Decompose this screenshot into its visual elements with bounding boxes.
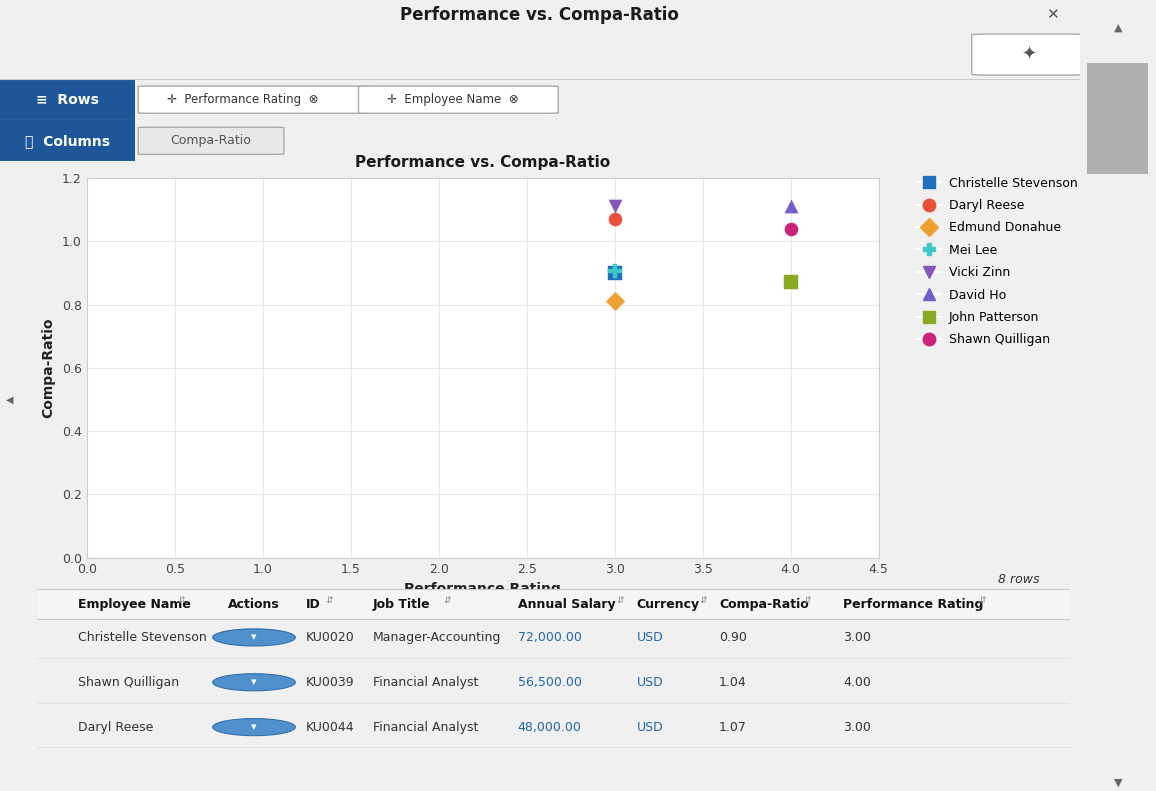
Text: KU0044: KU0044 [305,721,355,733]
Text: ⇵: ⇵ [699,596,707,604]
Bar [0,120,135,161]
Text: ✛  Performance Rating  ⊗: ✛ Performance Rating ⊗ [168,93,319,106]
Point [606,200,624,213]
Text: ▾: ▾ [251,677,257,687]
Text: ▾: ▾ [251,633,257,642]
FancyBboxPatch shape [358,86,558,113]
FancyBboxPatch shape [139,127,284,154]
Text: Manager-Accounting: Manager-Accounting [373,631,502,644]
Text: ⇵: ⇵ [803,596,812,604]
Text: Daryl Reese: Daryl Reese [79,721,154,733]
FancyBboxPatch shape [139,86,370,113]
Text: 56,500.00: 56,500.00 [518,676,581,689]
Text: USD: USD [637,676,664,689]
Text: Job Title: Job Title [373,598,430,611]
Text: Shawn Quilligan: Shawn Quilligan [79,676,179,689]
Text: 72,000.00: 72,000.00 [518,631,581,644]
Text: Performance vs. Compa-Ratio: Performance vs. Compa-Ratio [400,6,680,24]
Text: Performance Rating: Performance Rating [843,598,984,611]
Text: KU0039: KU0039 [305,676,355,689]
Text: ⇵: ⇵ [978,596,986,604]
Text: ✛  Employee Name  ⊗: ✛ Employee Name ⊗ [386,93,518,106]
Text: ≡  Rows: ≡ Rows [36,93,99,107]
Circle shape [213,629,296,646]
Text: ✦: ✦ [1021,46,1036,63]
Text: 1.04: 1.04 [719,676,747,689]
Text: ID: ID [305,598,320,611]
Point [781,276,800,289]
Text: Annual Salary: Annual Salary [518,598,615,611]
Text: 3.00: 3.00 [843,631,870,644]
Point [606,213,624,225]
Bar [37,589,1070,619]
Bar [0,79,135,120]
Text: Actions: Actions [228,598,280,611]
Text: 0.90: 0.90 [719,631,747,644]
Text: Financial Analyst: Financial Analyst [373,676,479,689]
Circle shape [213,674,296,691]
Text: ▼: ▼ [1113,778,1122,788]
Text: Compa-Ratio: Compa-Ratio [719,598,809,611]
Text: Financial Analyst: Financial Analyst [373,721,479,733]
Text: ⇵: ⇵ [178,596,185,604]
Text: ✕: ✕ [1046,8,1059,22]
Bar [1088,63,1148,174]
X-axis label: Performance Rating: Performance Rating [405,582,561,596]
Circle shape [213,718,296,736]
Legend: Christelle Stevenson, Daryl Reese, Edmund Donahue, Mei Lee, Vicki Zinn, David Ho: Christelle Stevenson, Daryl Reese, Edmun… [917,176,1077,346]
Point [606,295,624,308]
Text: ▾: ▾ [251,722,257,732]
Text: 4.00: 4.00 [843,676,870,689]
Text: USD: USD [637,721,664,733]
Text: Currency: Currency [637,598,699,611]
Text: ⦀  Columns: ⦀ Columns [25,134,110,148]
Text: ◀: ◀ [6,395,13,404]
Text: 3.00: 3.00 [843,721,870,733]
Point [781,200,800,213]
Text: ⇵: ⇵ [443,596,451,604]
Text: Employee Name: Employee Name [79,598,191,611]
Text: ⇵: ⇵ [325,596,333,604]
Point [781,222,800,235]
Text: Compa-Ratio: Compa-Ratio [170,134,251,147]
Text: ⇵: ⇵ [617,596,624,604]
Text: 1.07: 1.07 [719,721,747,733]
Text: USD: USD [637,631,664,644]
Point [606,267,624,279]
Text: KU0020: KU0020 [305,631,355,644]
Text: 8 rows: 8 rows [998,573,1039,586]
Text: 48,000.00: 48,000.00 [518,721,581,733]
Point [606,265,624,278]
Text: Christelle Stevenson: Christelle Stevenson [79,631,207,644]
Y-axis label: Compa-Ratio: Compa-Ratio [40,317,54,418]
Title: Performance vs. Compa-Ratio: Performance vs. Compa-Ratio [355,155,610,170]
Text: ▲: ▲ [1113,23,1122,32]
FancyBboxPatch shape [972,34,1085,75]
